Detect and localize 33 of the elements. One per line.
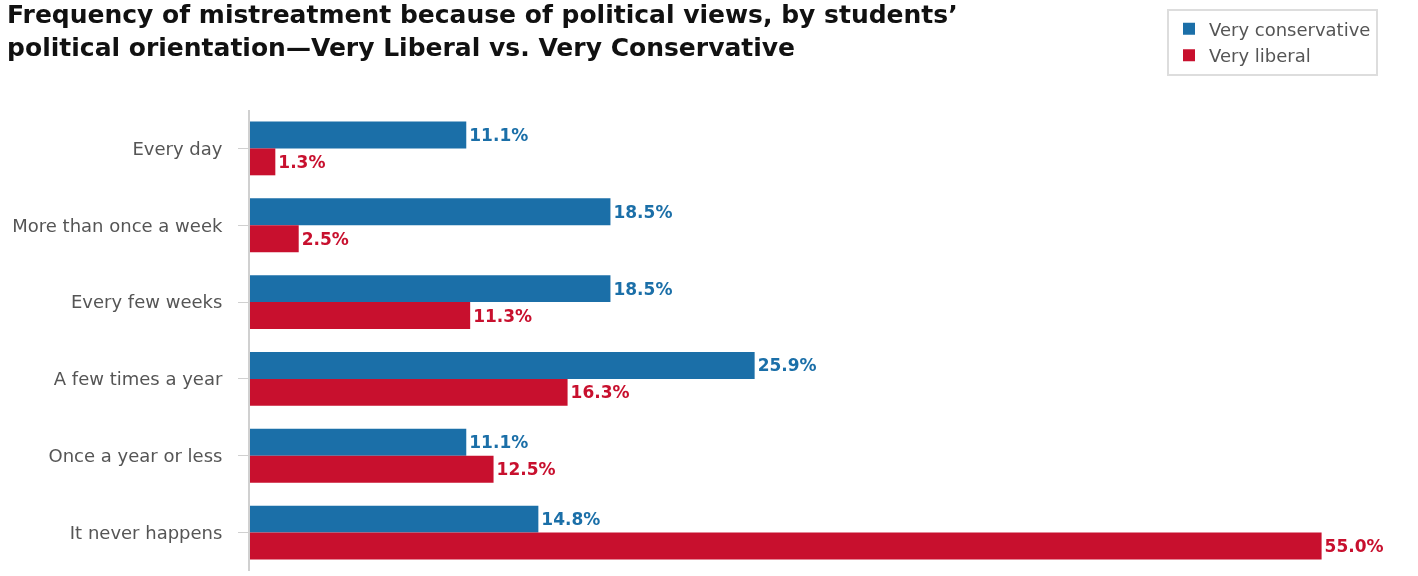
bar (250, 428, 467, 456)
data-label: 2.5% (301, 228, 349, 249)
y-tick-label: Once a year or less (48, 445, 223, 467)
bar (250, 198, 611, 226)
data-label: 12.5% (496, 459, 556, 480)
legend-label: Very conservative (1209, 18, 1371, 40)
bar (250, 121, 467, 149)
data-label: 11.1% (469, 432, 529, 453)
data-label: 1.3% (278, 151, 326, 172)
data-label: 18.5% (613, 201, 673, 222)
y-tick-label: More than once a week (12, 214, 223, 236)
bar (250, 148, 276, 176)
y-tick-label: It never happens (69, 521, 223, 543)
y-tick-label: Every day (132, 137, 223, 159)
bar (250, 302, 471, 329)
bar (250, 532, 1322, 560)
chart-title: Frequency of mistreatment because of political views, by students’ political orientation—Very Liberal vs. Very Conservative (7, 0, 958, 62)
bar (250, 505, 539, 533)
data-label: 16.3% (570, 382, 630, 403)
data-label: 25.9% (757, 355, 817, 376)
bar (250, 225, 299, 253)
bar (250, 455, 494, 483)
data-label: 14.8% (541, 509, 601, 530)
data-label: 18.5% (613, 278, 673, 299)
y-tick-label: Every few weeks (70, 291, 223, 313)
bar (250, 378, 568, 406)
bar (250, 352, 755, 379)
data-label: 55.0% (1324, 536, 1384, 557)
legend-label: Very liberal (1209, 45, 1311, 67)
bar (250, 275, 611, 303)
data-label: 11.3% (473, 305, 533, 326)
y-tick-label: A few times a year (53, 368, 223, 390)
data-label: 11.1% (469, 124, 529, 145)
